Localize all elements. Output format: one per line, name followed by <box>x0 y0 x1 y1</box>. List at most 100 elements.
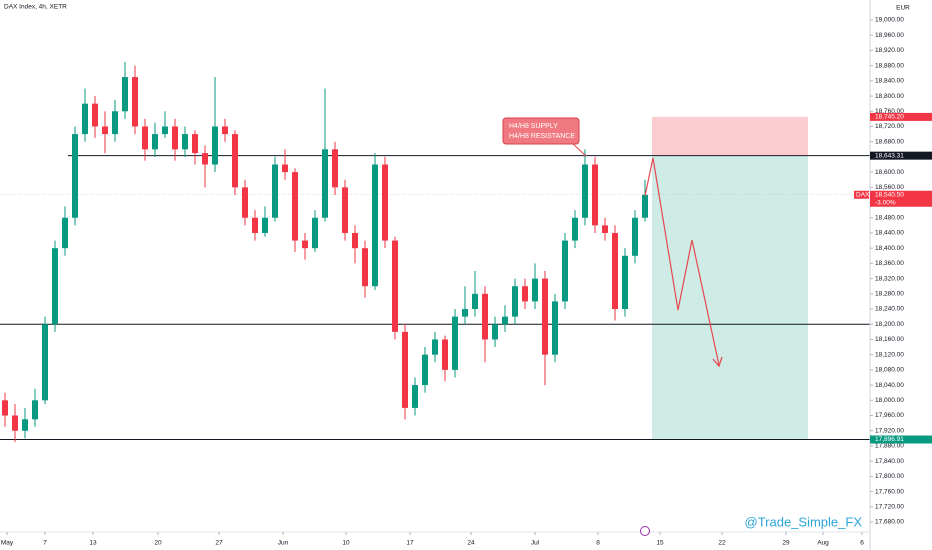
candle-body <box>142 126 148 150</box>
y-tick-label: 17,800.00 <box>875 473 904 480</box>
x-tick-label: 10 <box>342 540 350 547</box>
x-tick-label: Aug <box>817 540 829 547</box>
symbol-tag-label: DAX <box>856 191 870 198</box>
symbol-tag <box>854 190 869 199</box>
x-tick-label: 29 <box>782 540 790 547</box>
y-tick-label: 18,720.00 <box>875 123 904 130</box>
candle-body <box>372 164 378 287</box>
candle-body <box>592 164 598 226</box>
price-tag <box>870 435 932 444</box>
candle-body <box>32 400 38 420</box>
candle-body <box>72 134 78 218</box>
candle-body <box>512 286 518 317</box>
candle-body <box>212 126 218 165</box>
candle-body <box>572 217 578 241</box>
x-tick-label: 8 <box>596 540 600 547</box>
candle-body <box>522 286 528 302</box>
price-tag-label: 18,540.50 <box>875 191 904 198</box>
candle-body <box>282 164 288 173</box>
y-tick-label: 18,000.00 <box>875 397 904 404</box>
y-tick-label: 17,880.00 <box>875 443 904 450</box>
candle-body <box>402 331 408 408</box>
axes: 19,000.00 18,960.00 18,920.00 18,880.00 18,8… <box>1 17 932 547</box>
currency: EUR <box>896 5 910 12</box>
candle-body <box>542 278 548 355</box>
y-tick-label: 18,800.00 <box>875 93 904 100</box>
y-tick-label: 18,880.00 <box>875 62 904 69</box>
watermark: @Trade_Simple_FX <box>745 514 863 529</box>
plot <box>0 61 870 443</box>
candle-body <box>2 400 8 416</box>
candle-body <box>472 293 478 310</box>
candle-body <box>62 217 68 249</box>
candle-body <box>302 240 308 249</box>
y-tick-label: 17,720.00 <box>875 504 904 511</box>
candle-body <box>202 153 208 165</box>
candle-body <box>102 126 108 135</box>
candle-body <box>152 134 158 150</box>
candle-body <box>532 278 538 302</box>
candle-body <box>162 126 168 135</box>
y-tick-label: 18,280.00 <box>875 291 904 298</box>
candle-body <box>552 301 558 355</box>
price-tag-label: 18,745.20 <box>875 114 904 121</box>
candle-body <box>112 111 118 135</box>
candle-body <box>252 217 258 233</box>
x-tick-label: 20 <box>154 540 162 547</box>
candle-body <box>492 324 498 340</box>
arrow-head <box>712 356 723 368</box>
price-tag <box>870 112 932 121</box>
candle-body <box>182 134 188 150</box>
y-tick-label: 18,160.00 <box>875 336 904 343</box>
y-tick-label: 18,360.00 <box>875 260 904 267</box>
target-zone <box>652 155 808 440</box>
y-tick-label: 18,320.00 <box>875 275 904 282</box>
candle-body <box>462 309 468 317</box>
x-tick-label: 27 <box>215 540 223 547</box>
x-tick-label: 6 <box>860 540 864 547</box>
y-tick-label: 18,480.00 <box>875 214 904 221</box>
candle-body <box>442 339 448 370</box>
event-icon <box>640 526 650 536</box>
candle-body <box>362 248 368 287</box>
y-tick-label: 17,680.00 <box>875 519 904 526</box>
y-tick-label: 18,680.00 <box>875 138 904 145</box>
y-tick-label: 18,200.00 <box>875 321 904 328</box>
candle-body <box>222 126 228 135</box>
x-tick-label: 22 <box>718 540 726 547</box>
candle-body <box>52 248 58 325</box>
candle-body <box>622 255 628 310</box>
candle-body <box>22 419 28 431</box>
candle-body <box>192 134 198 154</box>
price-tag <box>870 190 932 207</box>
candle-body <box>452 316 458 370</box>
price-tag-label: 17,896.91 <box>875 436 904 443</box>
y-tick-label: 17,960.00 <box>875 412 904 419</box>
x-tick-label: 7 <box>43 540 47 547</box>
price-tag-change: -3.00% <box>875 199 896 206</box>
candle-body <box>292 172 298 241</box>
x-tick-label: May <box>1 540 14 547</box>
y-tick-label: 18,240.00 <box>875 306 904 313</box>
candle-body <box>502 316 508 325</box>
stop-zone <box>652 116 808 156</box>
candle-body <box>242 187 248 218</box>
candle-body <box>342 187 348 233</box>
y-tick-label: 18,840.00 <box>875 78 904 85</box>
callout-pointer <box>571 142 587 157</box>
candle-body <box>602 225 608 233</box>
y-tick-label: 18,960.00 <box>875 32 904 39</box>
candle-body <box>422 354 428 386</box>
y-tick-label: 18,400.00 <box>875 245 904 252</box>
symbol-title: DAX Index, 4h, XETR <box>4 4 67 11</box>
candle-body <box>132 77 138 127</box>
candle-body <box>632 217 638 256</box>
candle-body <box>312 217 318 249</box>
x-tick-label: 13 <box>89 540 97 547</box>
callout <box>502 117 580 145</box>
candle-body <box>92 103 98 127</box>
candle-body <box>642 194 648 218</box>
